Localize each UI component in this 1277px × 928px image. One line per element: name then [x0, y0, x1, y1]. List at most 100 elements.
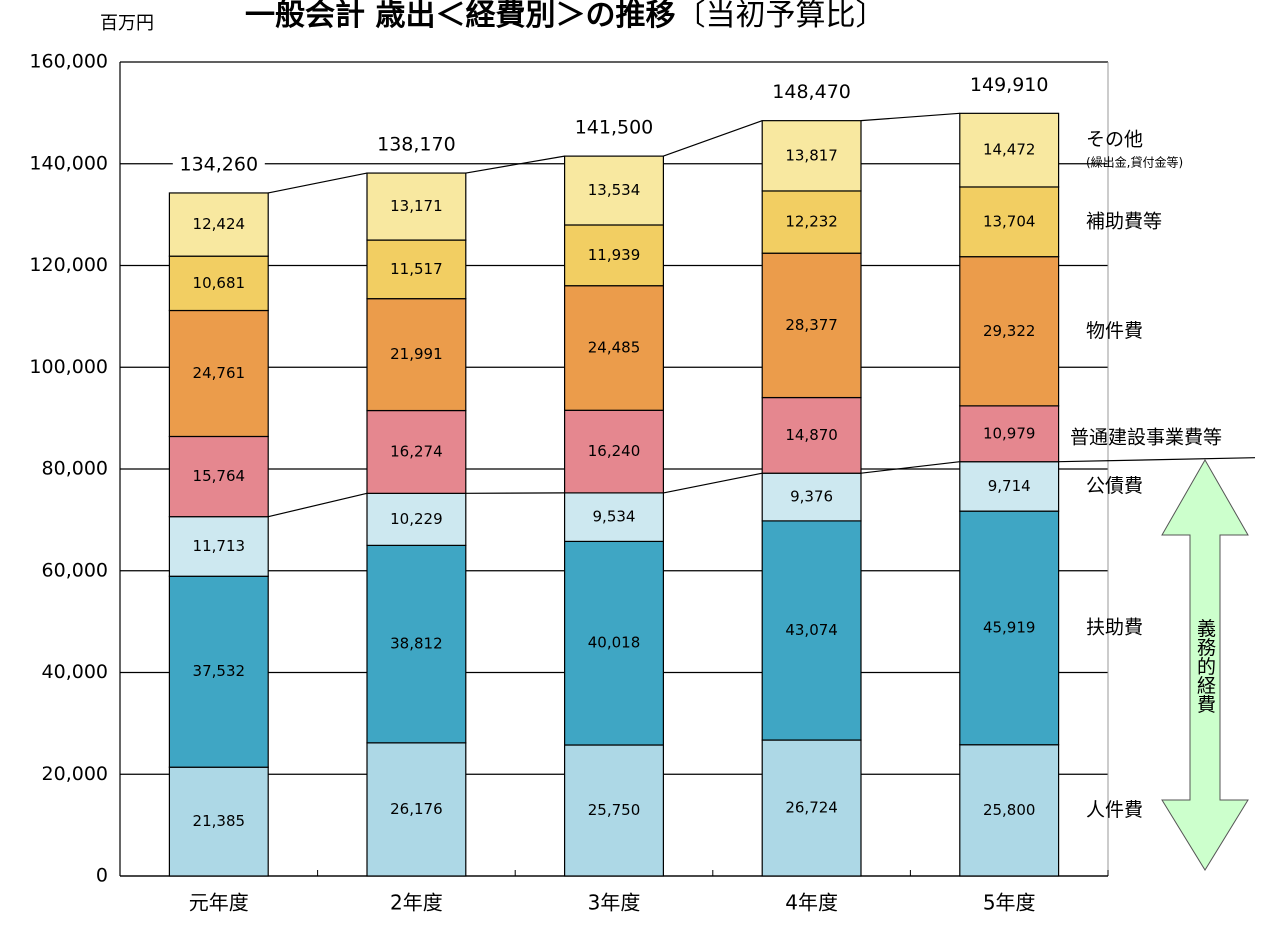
- bar-segment: [761, 190, 862, 254]
- value-label: 26,724: [785, 799, 838, 817]
- chart-title: 一般会計 歳出＜経費別＞の推移〔当初予算比〕: [245, 0, 885, 33]
- bar-segment: [959, 112, 1060, 188]
- total-connector: [663, 120, 763, 157]
- value-label: 14,870: [785, 426, 838, 444]
- y-tick-label: 40,000: [42, 661, 108, 683]
- bar-segment: [366, 239, 467, 300]
- bar-segment: [959, 405, 1060, 463]
- value-label: 9,376: [790, 488, 833, 506]
- bar-segment: [168, 255, 269, 312]
- value-label: 26,176: [390, 800, 443, 818]
- bar-segment: [959, 256, 1060, 407]
- bar-segment: [366, 492, 467, 546]
- total-connector: [465, 155, 565, 174]
- bar-segment: [168, 575, 269, 768]
- total-connector: [268, 172, 368, 194]
- total-label: 138,170: [377, 134, 456, 156]
- legend-label: 公債費: [1086, 475, 1143, 497]
- y-tick-label: 120,000: [29, 254, 108, 276]
- y-tick-label: 100,000: [29, 356, 108, 378]
- value-label: 25,800: [983, 801, 1036, 819]
- value-label: 10,979: [983, 424, 1036, 442]
- subtitle: 〔当初予算比〕: [675, 0, 885, 33]
- value-label: 13,817: [785, 146, 838, 164]
- unit-label: 百万円: [100, 13, 154, 34]
- legend-label: その他: [1086, 129, 1143, 151]
- total-label: 134,260: [180, 153, 259, 175]
- mandatory-connector: [268, 492, 368, 518]
- total-label-bg: [765, 79, 858, 106]
- value-label: 11,939: [588, 246, 641, 264]
- value-label: 16,240: [588, 442, 641, 460]
- value-label: 40,018: [588, 634, 641, 652]
- bar-segment: [959, 510, 1060, 746]
- value-label: 24,761: [193, 364, 246, 382]
- bar-segment: [366, 172, 467, 241]
- x-tick-label: 2年度: [390, 891, 443, 915]
- value-label: 28,377: [785, 316, 838, 334]
- bar-segment: [168, 766, 269, 877]
- value-label: 21,991: [390, 345, 443, 363]
- legend-label: 扶助費: [1086, 616, 1143, 638]
- bar-segment: [366, 742, 467, 877]
- mandatory-connector: [860, 461, 960, 474]
- value-label: 11,517: [390, 260, 443, 278]
- bar-segment: [168, 435, 269, 518]
- value-label: 24,485: [588, 338, 641, 356]
- x-tick-label: 4年度: [785, 891, 838, 915]
- y-tick-label: 140,000: [29, 152, 108, 174]
- bar-segment: [761, 739, 862, 877]
- value-label: 9,714: [988, 477, 1031, 495]
- bar-segment: [563, 409, 664, 494]
- value-label: 25,750: [588, 801, 641, 819]
- total-label-bg: [370, 132, 463, 159]
- y-tick-label: 20,000: [42, 763, 108, 785]
- y-tick-label: 80,000: [42, 458, 108, 480]
- total-label: 149,910: [970, 74, 1049, 96]
- x-tick-label: 元年度: [189, 891, 249, 915]
- y-tick-label: 0: [96, 865, 108, 887]
- total-connector: [860, 112, 960, 122]
- bar-segment: [761, 120, 862, 192]
- x-tick-label: 3年度: [588, 891, 641, 915]
- value-label: 37,532: [193, 662, 246, 680]
- mandatory-label: 義務的経費: [1194, 618, 1216, 713]
- total-label-bg: [172, 151, 265, 178]
- bar-segment: [761, 520, 862, 741]
- value-label: 43,074: [785, 621, 838, 639]
- value-label: 16,274: [390, 442, 443, 460]
- mandatory-connector: [663, 472, 763, 494]
- value-label: 9,534: [593, 508, 636, 526]
- y-tick-label: 60,000: [42, 559, 108, 581]
- legend-label: 補助費等: [1086, 210, 1162, 232]
- bar-segment: [563, 155, 664, 226]
- value-label: 45,919: [983, 618, 1036, 636]
- bar-segment: [366, 409, 467, 494]
- mandatory-arrow: [1161, 458, 1249, 871]
- total-label: 148,470: [772, 81, 851, 103]
- value-label: 10,681: [193, 274, 246, 292]
- legend-note: (繰出金,貸付金等): [1086, 155, 1183, 170]
- bar-segment: [761, 252, 862, 399]
- value-label: 13,171: [390, 197, 443, 215]
- total-label-bg: [568, 115, 660, 142]
- x-tick-label: 5年度: [983, 891, 1036, 915]
- value-label: 12,232: [785, 213, 838, 231]
- total-label-bg: [963, 72, 1056, 99]
- value-label: 13,534: [588, 181, 641, 199]
- legend-label: 普通建設事業費等: [1070, 426, 1222, 448]
- value-label: 13,704: [983, 212, 1036, 230]
- bar-segment: [959, 744, 1060, 877]
- value-label: 11,713: [193, 537, 246, 555]
- value-label: 21,385: [193, 812, 246, 830]
- value-label: 29,322: [983, 322, 1036, 340]
- bar-segment: [563, 224, 664, 287]
- value-label: 15,764: [193, 467, 246, 485]
- value-label: 12,424: [193, 215, 246, 233]
- value-label: 10,229: [390, 510, 443, 528]
- total-label: 141,500: [575, 117, 654, 139]
- bar-segment: [563, 285, 664, 411]
- bar-segment: [959, 186, 1060, 258]
- legend-label: 物件費: [1086, 320, 1143, 342]
